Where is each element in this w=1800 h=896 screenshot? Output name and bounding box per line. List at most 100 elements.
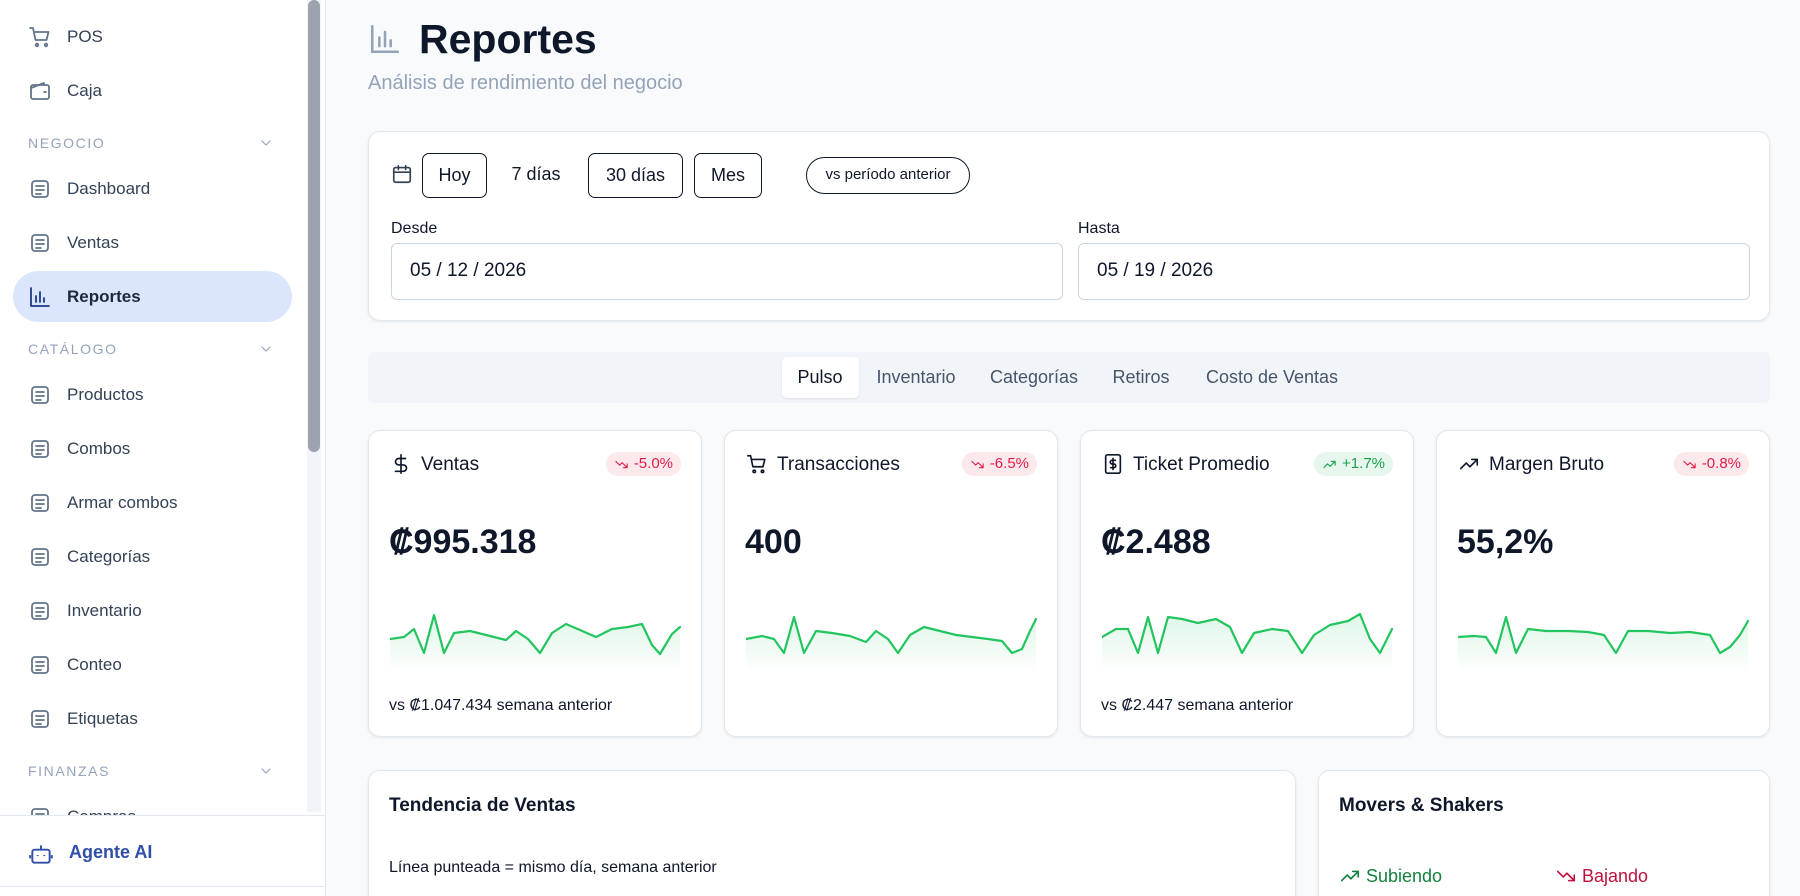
kpi-badge: -6.5% [961,452,1037,476]
date-label: Desde [391,220,438,237]
chevron [261,346,271,352]
tab-bar: Pulso Inventario Categorías Retiros Costo de… [368,352,1770,403]
movers-up: Subiendo [1366,866,1443,886]
nav-item[interactable]: Reportes [67,287,141,306]
main: Reportes Análisis de rendimiento del nego… [326,0,1800,896]
nav-icon [31,494,49,512]
kpi-card: Transacciones -6.5% 400 [724,430,1058,737]
preset-button[interactable]: 30 días [588,153,683,198]
kpi-value: ₡995.318 [389,523,537,561]
nav-item[interactable]: Combos [67,439,131,458]
compare-label: vs período anterior [825,166,951,183]
kpi-badge: +1.7% [1314,452,1393,476]
kpi-label: Ticket Promedio [1133,454,1270,475]
preset-label: 7 días [511,164,561,184]
nav-item[interactable]: Caja [67,81,102,100]
page-subtitle: Análisis de rendimiento del negocio [368,72,683,94]
nav-icon [30,287,50,307]
sparkline [1102,612,1394,673]
nav-item[interactable]: Inventario [67,601,142,620]
preset-label: 30 días [605,165,666,185]
kpi-badge: -0.8% [1673,452,1749,476]
page-icon [370,24,400,54]
kpi-comparison: vs ₡2.447 semana anterior [1101,697,1294,714]
nav-item[interactable]: Productos [67,385,144,404]
nav-item[interactable]: Conteo [67,655,122,674]
nav-item[interactable]: Compras [67,806,136,815]
kpi-card: Margen Bruto -0.8% 55,2% [1436,430,1770,737]
kpi-label: Ventas [421,454,480,475]
kpi-label: Transacciones [777,454,900,475]
nav-item[interactable]: POS [67,27,103,46]
trend-icon [1683,460,1696,469]
preset-button[interactable]: 7 días [507,153,565,198]
kpi-icon [1459,458,1479,470]
nav-item[interactable]: Ventas [67,233,119,252]
agent-link[interactable]: Agente AI [69,842,153,862]
kpi-value: ₡2.488 [1101,523,1211,561]
trend-icon [615,460,628,469]
kpi-label: Margen Bruto [1489,454,1605,475]
panel-title: Tendencia de Ventas [389,795,576,816]
trend-icon [1323,460,1336,469]
tab[interactable]: Pulso [797,367,843,387]
preset-label: Mes [710,165,745,185]
sidebar: POS Caja NEGOCIO Dashboard Ventas Reportes CAT… [0,0,326,896]
filter-card: Hoy 7 días 30 días Mes vs período anterior De… [368,131,1770,321]
nav-icon [31,710,49,728]
sparkline [390,613,682,673]
nav-item[interactable]: Dashboard [67,179,151,198]
tab[interactable]: Categorías [989,367,1079,387]
nav-icon [31,386,49,404]
date-value: 05 / 19 / 2026 [1097,260,1214,281]
nav-icon [31,548,49,566]
chevron [261,140,271,146]
nav-icon [31,602,49,620]
nav-icon [31,656,49,674]
calendar-icon [392,164,412,184]
date-input[interactable]: 05 / 12 / 2026 [391,243,1063,300]
kpi-change: -0.8% [1701,455,1741,472]
date-label: Hasta [1078,220,1120,237]
kpi-value: 400 [745,523,802,561]
nav-icon [31,808,49,815]
active-tab-bg[interactable] [782,357,859,398]
compare-toggle[interactable]: vs período anterior [806,157,970,194]
tab[interactable]: Retiros [1112,367,1170,387]
section-title[interactable]: FINANZAS [28,763,111,779]
page-title: Reportes [419,16,597,62]
date-input[interactable]: 05 / 19 / 2026 [1078,243,1750,300]
nav-icon [31,234,49,252]
trend-panel: Tendencia de Ventas Línea punteada = mism… [368,770,1296,896]
kpi-icon [747,454,766,474]
preset-label: Hoy [438,165,471,185]
tab[interactable]: Costo de Ventas [1205,367,1339,387]
nav-item[interactable]: Categorías [67,547,151,566]
robot-icon [29,845,53,864]
tab[interactable]: Inventario [876,367,956,387]
kpi-icon [394,454,408,474]
panel-title: Movers & Shakers [1339,795,1504,816]
scrollbar-thumb[interactable] [308,0,320,452]
kpi-comparison: vs ₡1.047.434 semana anterior [389,697,613,714]
nav-icon [31,180,49,198]
nav-icon [31,440,49,458]
preset-button[interactable]: Hoy [422,153,487,198]
nav-item[interactable]: Armar combos [67,493,178,512]
sparkline [1458,615,1750,673]
kpi-badge: -5.0% [605,452,681,476]
kpi-value: 55,2% [1457,523,1554,561]
preset-button[interactable]: Mes [694,153,762,198]
sidebar-footer[interactable]: Agente AI [0,815,326,887]
section-title[interactable]: CATÁLOGO [28,341,118,357]
kpi-change: -5.0% [633,455,673,472]
trend-icon [971,460,984,469]
kpi-icon [1104,454,1122,474]
date-value: 05 / 12 / 2026 [410,260,527,281]
kpi-change: +1.7% [1342,455,1385,472]
movers-panel: Movers & Shakers Subiendo Bajando [1318,770,1770,896]
nav-item[interactable]: Etiquetas [67,709,138,728]
section-title[interactable]: NEGOCIO [28,135,106,151]
active-highlight[interactable] [13,271,292,322]
